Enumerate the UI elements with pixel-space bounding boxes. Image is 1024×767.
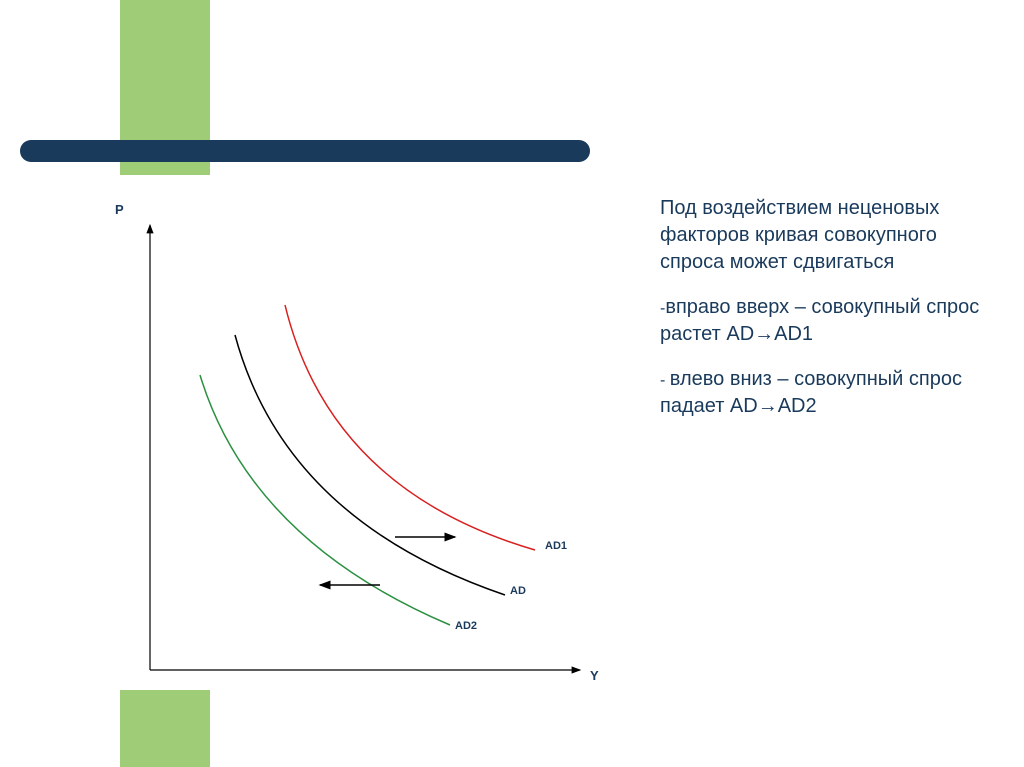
paragraph-shift-left: - влево вниз – совокупный спрос падает A… [660,366,980,420]
curve-ad2 [200,375,450,625]
decoration-horizontal-bar [20,140,590,162]
chart-svg [120,200,640,690]
x-axis-label: Y [590,668,599,683]
curve-ad1 [285,305,535,550]
explanation-text: Под воздействием неценовых факторов крив… [660,195,980,438]
demand-curve-chart: P Y AD1 AD AD2 [120,200,640,690]
curve-ad [235,335,505,595]
curve-label-ad: AD [510,585,526,597]
paragraph-shift-right: -вправо вверх – совокупный спрос растет … [660,294,980,348]
y-axis-label: P [115,202,124,217]
curve-label-ad1: AD1 [545,540,567,552]
decoration-vertical-bottom [120,690,210,767]
curve-label-ad2: AD2 [455,620,477,632]
paragraph-intro: Под воздействием неценовых факторов крив… [660,195,980,276]
